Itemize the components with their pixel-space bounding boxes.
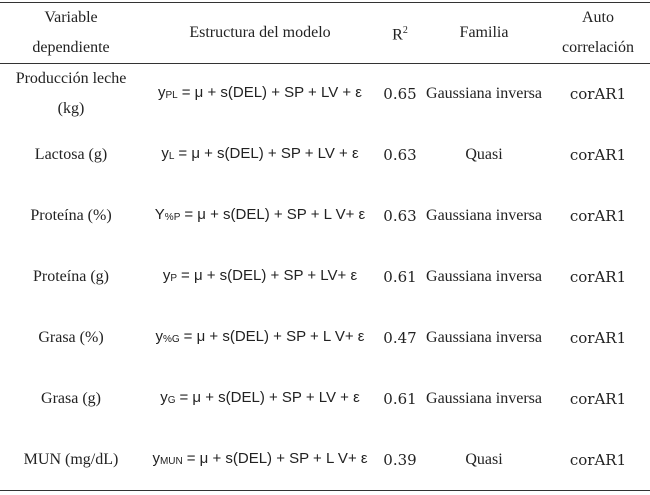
model-subscript: G (167, 395, 176, 406)
family-cell: Gaussiana inversa (426, 390, 542, 407)
model-response: y (162, 267, 171, 284)
header-row: Variable dependiente Estructura del mode… (0, 2, 650, 64)
model-cell: y%G = μ + s(DEL) + SP + L V+ ε (142, 308, 378, 369)
family-cell: Gaussiana inversa (426, 207, 542, 224)
autocorrelation-cell: corAR1 (569, 85, 627, 104)
model-terms: = μ + s(DEL) + SP + LV+ ε (181, 267, 358, 284)
model-cell: yP = μ + s(DEL) + SP + LV+ ε (142, 247, 378, 308)
model-cell: yPL = μ + s(DEL) + SP + LV + ε (142, 64, 378, 125)
model-subscript: %P (164, 212, 181, 223)
model-response: y (155, 328, 163, 345)
model-subscript: MUN (159, 455, 183, 467)
model-response: y (157, 84, 166, 102)
variable-cell: Proteína (g) (33, 268, 109, 285)
r2-cell: 0.63 (383, 207, 417, 225)
table-row: Proteína (g) yP = μ + s(DEL) + SP + LV+ ε 0… (0, 247, 650, 308)
header-text: R (392, 26, 403, 44)
header-cell: Estructura del modelo (189, 24, 331, 41)
model-cell: yG = μ + s(DEL) + SP + LV + ε (142, 369, 378, 430)
header-cell: Familia (459, 24, 509, 41)
variable-cell: Producción leche (kg) (15, 70, 127, 118)
variable-cell: Grasa (g) (41, 390, 101, 407)
model-terms: = μ + s(DEL) + SP + LV + ε (179, 389, 360, 406)
table-row: Producción leche (kg) yPL = μ + s(DEL) + S… (0, 64, 650, 125)
model-response: y (161, 145, 169, 162)
family-cell: Gaussiana inversa (426, 85, 542, 103)
family-cell: Quasi (465, 450, 503, 468)
model-subscript: L (168, 151, 175, 162)
header-cell: R2 (378, 3, 422, 64)
model-response: y (152, 449, 160, 467)
r2-cell: 0.61 (383, 390, 417, 408)
model-terms: = μ + s(DEL) + SP + LV + ε (178, 145, 359, 162)
model-terms: = μ + s(DEL) + SP + LV + ε (181, 84, 362, 102)
table-header: Variable dependiente Estructura del mode… (0, 2, 650, 64)
autocorrelation-cell: corAR1 (569, 450, 627, 469)
model-cell: yL = μ + s(DEL) + SP + LV + ε (142, 125, 378, 186)
table-row: Proteína (%) Y%P = μ + s(DEL) + SP + L V+ … (0, 186, 650, 247)
variable-cell: Proteína (%) (30, 207, 112, 224)
variable-cell: Lactosa (g) (34, 146, 108, 163)
header-cell: Variable dependiente (32, 9, 110, 56)
model-subscript: PL (165, 90, 178, 102)
r2-cell: 0.63 (383, 146, 417, 164)
r2-cell: 0.39 (383, 450, 417, 469)
variable-cell: Grasa (%) (38, 329, 104, 346)
variable-cell: MUN (mg/dL) (23, 450, 119, 468)
r2-cell: 0.47 (383, 329, 417, 347)
autocorrelation-cell: corAR1 (569, 329, 627, 347)
model-response: Y (154, 206, 165, 223)
table-row: Grasa (g) yG = μ + s(DEL) + SP + LV + ε 0.6… (0, 369, 650, 430)
superscript: 2 (402, 24, 408, 36)
model-cell: yMUN = μ + s(DEL) + SP + L V+ ε (142, 430, 378, 491)
family-cell: Quasi (465, 146, 503, 163)
table-row: Grasa (%) y%G = μ + s(DEL) + SP + L V+ ε 0.… (0, 308, 650, 369)
header-cell: Auto correlación (562, 9, 634, 56)
r2-cell: 0.65 (383, 85, 417, 104)
table-body: Producción leche (kg) yPL = μ + s(DEL) + S… (0, 64, 650, 491)
model-terms: = μ + s(DEL) + SP + L V+ ε (186, 449, 368, 467)
table-row: MUN (mg/dL) yMUN = μ + s(DEL) + SP + L V+ … (0, 430, 650, 491)
family-cell: Gaussiana inversa (426, 268, 542, 285)
family-cell: Gaussiana inversa (426, 329, 542, 346)
model-terms: = μ + s(DEL) + SP + L V+ ε (183, 328, 365, 345)
model-response: y (160, 389, 168, 406)
table-row: Lactosa (g) yL = μ + s(DEL) + SP + LV + ε 0… (0, 125, 650, 186)
autocorrelation-cell: corAR1 (569, 268, 627, 286)
autocorrelation-cell: corAR1 (569, 207, 627, 225)
model-terms: = μ + s(DEL) + SP + L V+ ε (184, 206, 366, 223)
autocorrelation-cell: corAR1 (569, 390, 627, 408)
r2-cell: 0.61 (383, 268, 417, 286)
model-cell: Y%P = μ + s(DEL) + SP + L V+ ε (142, 186, 378, 247)
model-subscript: %G (162, 334, 180, 345)
autocorrelation-cell: corAR1 (569, 146, 627, 164)
model-subscript: P (170, 273, 178, 284)
